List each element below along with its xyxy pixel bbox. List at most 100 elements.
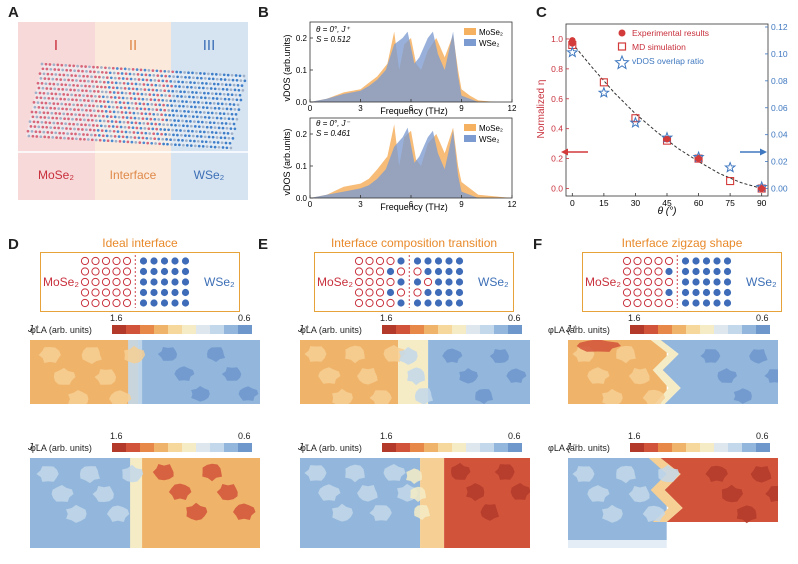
- mose2-atom: [413, 267, 422, 276]
- eta-ytick-right-label: 0.06: [771, 103, 788, 113]
- lattice-atom: [156, 113, 160, 116]
- eta-ytick-right-label: 0.00: [771, 184, 788, 194]
- legend-bottom-wse2: WSe₂: [479, 135, 499, 144]
- lattice-atom: [147, 107, 151, 111]
- lattice-atom: [59, 136, 62, 140]
- colorbar-swatch: [686, 325, 700, 334]
- lattice-atom: [98, 80, 102, 84]
- colorbar-label: φLA (arb. units): [300, 443, 362, 453]
- lattice-atom: [200, 120, 204, 124]
- heat-blob: [616, 465, 636, 484]
- lattice-atom: [168, 133, 171, 136]
- wse2-atom: [455, 278, 464, 286]
- mose2-atom: [622, 256, 632, 266]
- lattice-atom: [79, 79, 82, 83]
- lattice-atom: [82, 74, 85, 78]
- lattice-atom: [94, 114, 97, 118]
- schematic-ideal: MoSe₂ WSe₂: [40, 252, 240, 312]
- lattice-atom: [64, 83, 68, 87]
- mose2-atom: [654, 256, 663, 266]
- wse2-atom: [713, 257, 721, 265]
- lattice-atom: [154, 83, 158, 87]
- mose2-atom: [354, 288, 364, 297]
- lattice-atom: [149, 98, 153, 101]
- lattice-atom: [146, 141, 150, 145]
- lattice-atom: [114, 100, 118, 104]
- lattice-atom: [232, 103, 236, 106]
- lattice-atom: [121, 135, 125, 139]
- mose2-atom: [622, 277, 632, 287]
- lattice-atom: [104, 71, 108, 74]
- mose2-atom: [91, 256, 100, 266]
- lattice-atom: [201, 125, 205, 129]
- lattice-atom: [221, 87, 225, 91]
- lattice-atom: [182, 85, 185, 89]
- lattice-atom: [111, 86, 115, 90]
- heat-blob: [357, 368, 378, 385]
- lattice-atom: [82, 113, 85, 117]
- lattice-atom: [163, 69, 167, 73]
- lattice-atom: [160, 74, 164, 78]
- lattice-atom: [141, 78, 145, 82]
- lattice-atom: [176, 133, 179, 137]
- arrow-left-head: [561, 148, 568, 156]
- lattice-atom: [197, 105, 201, 109]
- lattice-atom: [135, 87, 139, 91]
- lattice-atom: [105, 95, 109, 99]
- lattice-atom: [49, 67, 53, 71]
- lattice-atom: [191, 71, 194, 75]
- lattice-atom: [161, 137, 165, 141]
- wse2-atom: [160, 288, 169, 297]
- lattice-atom: [40, 101, 44, 105]
- lattice-atom: [92, 104, 95, 108]
- colorbar-min: 0.6: [508, 431, 521, 441]
- lattice-atom: [35, 96, 39, 99]
- mose2-atom: [80, 267, 90, 276]
- lattice-atom: [197, 86, 201, 90]
- lattice-atom: [66, 73, 70, 77]
- lattice-atom: [90, 133, 93, 137]
- lattice-atom: [232, 83, 236, 87]
- lattice-atom: [205, 82, 208, 85]
- material-mose2: MoSe₂: [38, 168, 74, 182]
- lattice-atom: [175, 128, 178, 132]
- lattice-atom: [225, 107, 229, 111]
- lattice-atom: [44, 62, 48, 66]
- lattice-atom: [112, 71, 116, 75]
- lattice-atom: [191, 110, 194, 114]
- lattice-atom: [80, 103, 83, 107]
- lattice-atom: [237, 108, 241, 111]
- lattice-atom: [59, 97, 63, 101]
- heat-blob: [233, 503, 256, 520]
- lattice-atom: [42, 72, 46, 76]
- heat-blob: [764, 369, 778, 383]
- lattice-atom: [103, 124, 107, 128]
- lattice-atom: [35, 135, 39, 138]
- lattice-atom: [199, 96, 203, 99]
- lattice-atom: [75, 118, 78, 121]
- legend-bottom-mose2-swatch: [464, 124, 476, 131]
- heat-blob: [383, 345, 406, 362]
- lattice-atom: [38, 130, 42, 134]
- lattice-atom: [53, 87, 57, 91]
- wse2-atom: [386, 288, 395, 297]
- vdos-bottom-angle: θ = 0°, J⁻: [316, 119, 351, 128]
- lattice-atom: [160, 132, 163, 136]
- lattice-atom: [167, 109, 171, 112]
- lattice-atom: [151, 88, 155, 92]
- j-minus-label: J⁻: [298, 442, 309, 453]
- colorbar-swatch: [438, 325, 452, 334]
- lattice-atom: [155, 127, 159, 131]
- lattice-atom: [144, 131, 148, 135]
- lattice-atom: [117, 115, 121, 119]
- colorbar-max: 1.6: [110, 313, 123, 323]
- lattice-atom: [82, 94, 85, 97]
- lattice-atom: [78, 113, 81, 117]
- mose2-atom: [423, 277, 433, 287]
- colorbar-swatch: [494, 325, 508, 334]
- mose2-atom: [622, 288, 632, 297]
- wse2-atom: [424, 257, 432, 265]
- lattice-atom: [191, 91, 194, 94]
- lattice-atom: [211, 135, 215, 139]
- wse2-atom: [702, 299, 711, 307]
